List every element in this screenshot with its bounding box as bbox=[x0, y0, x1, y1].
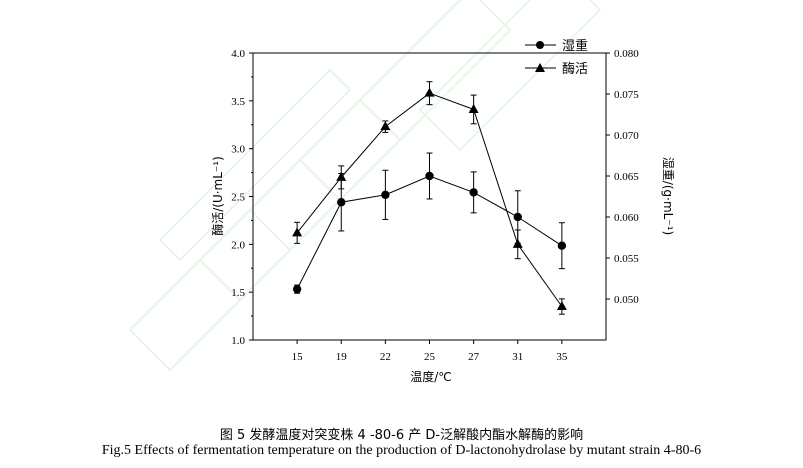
series-line-酶活 bbox=[296, 92, 563, 307]
x-tick-label: 25 bbox=[424, 351, 436, 363]
y-axis-left-label: 酶活/(U·mL⁻¹) bbox=[210, 156, 225, 236]
y-right-tick-label: 0.060 bbox=[614, 212, 639, 224]
legend-label-enzyme: 酶活 bbox=[562, 61, 588, 77]
data-point-wetweight bbox=[557, 241, 567, 250]
y-left-tick-label: 1.0 bbox=[231, 335, 245, 347]
x-tick-label: 15 bbox=[292, 351, 304, 363]
y-left-tick-label: 2.5 bbox=[231, 192, 245, 204]
data-point-enzyme bbox=[468, 103, 479, 113]
y-right-tick-label: 0.075 bbox=[614, 89, 639, 101]
data-point-enzyme bbox=[292, 227, 303, 237]
y-axis-right-label: 湿重/(g·mL⁻¹) bbox=[661, 157, 676, 235]
data-point-wetweight bbox=[337, 198, 346, 207]
data-point-enzyme bbox=[380, 121, 391, 131]
legend-marker-enzyme bbox=[535, 63, 545, 72]
legend: 湿重 酶活 bbox=[525, 38, 588, 77]
watermark bbox=[128, 0, 602, 372]
data-point-enzyme bbox=[556, 301, 567, 311]
data-point-enzyme bbox=[512, 238, 523, 248]
legend-marker-wetweight bbox=[536, 41, 544, 49]
data-point-enzyme bbox=[336, 171, 347, 181]
data-point-wetweight bbox=[381, 190, 390, 200]
data-point-wetweight bbox=[425, 171, 434, 181]
plot-area: 15 19 22 25 27 31 35 1.0 1.5 2.0 2.5 3.0 3.5 4.0 0.050… bbox=[231, 48, 639, 363]
y-right-tick-label: 0.050 bbox=[614, 294, 639, 306]
y-left-tick-label: 1.5 bbox=[231, 287, 245, 299]
data-point-enzyme bbox=[424, 87, 435, 97]
chart: 15 19 22 25 27 31 35 1.0 1.5 2.0 2.5 3.0 3.5 4.0 0.050… bbox=[128, 0, 676, 384]
y-left-tick-label: 4.0 bbox=[231, 48, 245, 60]
x-tick-label: 22 bbox=[380, 351, 391, 363]
y-left-tick-label: 3.5 bbox=[231, 96, 245, 108]
legend-label-wetweight: 湿重 bbox=[562, 38, 588, 54]
x-tick-label: 19 bbox=[336, 351, 348, 363]
y-right-tick-label: 0.055 bbox=[614, 253, 639, 265]
x-axis-label: 温度/℃ bbox=[410, 369, 452, 384]
y-right-tick-label: 0.070 bbox=[614, 130, 639, 142]
data-point-wetweight bbox=[469, 188, 478, 197]
figure-caption-en: Fig.5 Effects of fermentation temperatur… bbox=[101, 443, 702, 458]
data-point-wetweight bbox=[292, 284, 302, 294]
y-left-tick-label: 2.0 bbox=[231, 239, 245, 251]
y-left-tick-label: 3.0 bbox=[231, 144, 245, 156]
y-right-tick-label: 0.080 bbox=[614, 48, 639, 60]
x-tick-label: 35 bbox=[556, 351, 568, 363]
y-right-tick-label: 0.065 bbox=[614, 171, 639, 183]
x-tick-label: 27 bbox=[468, 351, 480, 363]
data-point-wetweight bbox=[513, 212, 522, 222]
figure-caption-cn: 图 5 发酵温度对突变株 4 -80-6 产 D-泛解酸内酯水解酶的影响 bbox=[219, 428, 584, 443]
x-tick-label: 31 bbox=[512, 351, 523, 363]
